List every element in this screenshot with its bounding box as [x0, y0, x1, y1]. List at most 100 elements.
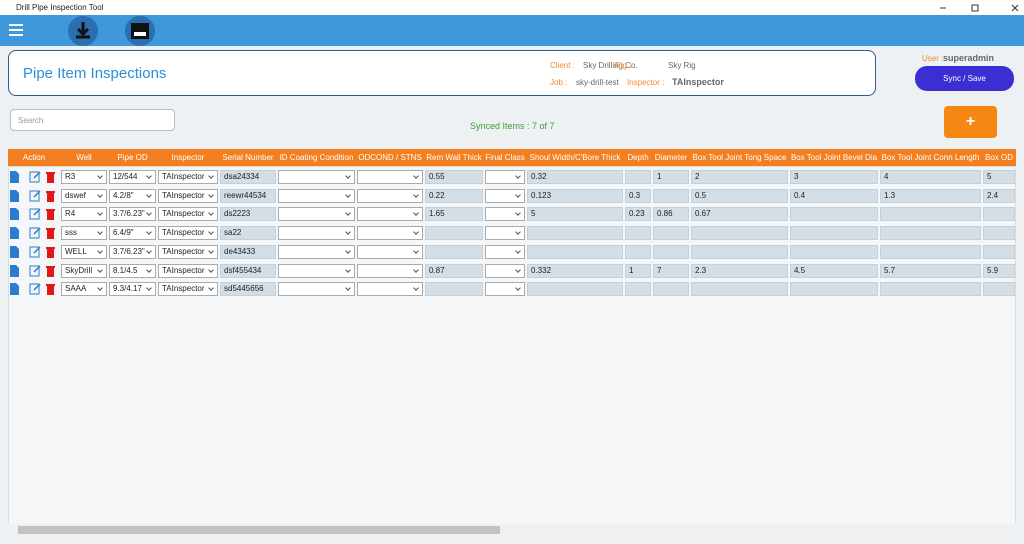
dropdown-cell[interactable]: [357, 207, 423, 222]
text-cell[interactable]: 2.3: [691, 263, 788, 278]
text-cell[interactable]: 0.3: [625, 188, 651, 203]
text-cell[interactable]: 4: [880, 170, 981, 184]
dropdown-cell[interactable]: [485, 188, 525, 203]
dropdown-cell[interactable]: TAInspector: [158, 207, 218, 222]
dropdown-cell[interactable]: [278, 188, 355, 203]
row-actions[interactable]: [9, 264, 59, 278]
text-cell[interactable]: 1.3: [880, 188, 981, 203]
text-cell[interactable]: 1: [625, 263, 651, 278]
text-cell[interactable]: [983, 244, 1015, 259]
dropdown-cell[interactable]: R4: [61, 207, 107, 222]
row-actions[interactable]: [9, 207, 59, 221]
text-cell[interactable]: sa22: [220, 226, 276, 241]
dropdown-cell[interactable]: 6.4/9": [109, 226, 156, 241]
dropdown-cell[interactable]: 3.7/6.23": [109, 244, 156, 259]
text-cell[interactable]: [625, 282, 651, 297]
dropdown-cell[interactable]: [278, 244, 355, 259]
sync-button[interactable]: Sync / Save: [915, 66, 1014, 91]
dropdown-cell[interactable]: WELL: [61, 244, 107, 259]
dropdown-cell[interactable]: [485, 244, 525, 259]
dropdown-cell[interactable]: R3: [61, 170, 107, 184]
text-cell[interactable]: 1: [653, 170, 689, 184]
dropdown-cell[interactable]: SAAA: [61, 282, 107, 297]
text-cell[interactable]: [625, 226, 651, 241]
text-cell[interactable]: [790, 226, 878, 241]
text-cell[interactable]: 5: [983, 170, 1015, 184]
text-cell[interactable]: 0.23: [625, 207, 651, 222]
text-cell[interactable]: 0.87: [425, 263, 483, 278]
text-cell[interactable]: [983, 282, 1015, 297]
text-cell[interactable]: [790, 282, 878, 297]
dropdown-cell[interactable]: sss: [61, 226, 107, 241]
row-actions[interactable]: [9, 226, 59, 240]
dropdown-cell[interactable]: SkyDrill: [61, 263, 107, 278]
text-cell[interactable]: [653, 244, 689, 259]
dropdown-cell[interactable]: 3.7/6.23": [109, 207, 156, 222]
scrollbar[interactable]: [8, 524, 1016, 536]
text-cell[interactable]: [527, 282, 623, 297]
text-cell[interactable]: [425, 282, 483, 297]
text-cell[interactable]: sd5445656: [220, 282, 276, 297]
text-cell[interactable]: [625, 244, 651, 259]
dropdown-cell[interactable]: TAInspector: [158, 244, 218, 259]
dropdown-cell[interactable]: [485, 263, 525, 278]
text-cell[interactable]: 1.65: [425, 207, 483, 222]
text-cell[interactable]: [790, 244, 878, 259]
text-cell[interactable]: [691, 282, 788, 297]
dropdown-cell[interactable]: [357, 282, 423, 297]
dropdown-cell[interactable]: [278, 263, 355, 278]
text-cell[interactable]: 5: [527, 207, 623, 222]
dropdown-cell[interactable]: [485, 226, 525, 241]
dropdown-cell[interactable]: 4.2/8": [109, 188, 156, 203]
text-cell[interactable]: 0.55: [425, 170, 483, 184]
text-cell[interactable]: 5.9: [983, 263, 1015, 278]
row-actions[interactable]: [9, 282, 59, 296]
text-cell[interactable]: [425, 244, 483, 259]
text-cell[interactable]: [691, 244, 788, 259]
text-cell[interactable]: [425, 226, 483, 241]
text-cell[interactable]: ds2223: [220, 207, 276, 222]
dropdown-cell[interactable]: [357, 263, 423, 278]
dropdown-cell[interactable]: TAInspector: [158, 263, 218, 278]
dropdown-cell[interactable]: [278, 170, 355, 184]
dropdown-cell[interactable]: TAInspector: [158, 282, 218, 297]
menu-button[interactable]: [9, 24, 23, 36]
window-controls[interactable]: [930, 2, 1024, 14]
dropdown-cell[interactable]: [278, 226, 355, 241]
dropdown-cell[interactable]: [357, 226, 423, 241]
row-actions[interactable]: [9, 245, 59, 259]
text-cell[interactable]: [983, 207, 1015, 222]
dropdown-cell[interactable]: TAInspector: [158, 188, 218, 203]
search-input[interactable]: Search: [10, 109, 175, 131]
text-cell[interactable]: 7: [653, 263, 689, 278]
text-cell[interactable]: 4.5: [790, 263, 878, 278]
row-actions[interactable]: [9, 170, 59, 184]
text-cell[interactable]: [527, 226, 623, 241]
dropdown-cell[interactable]: dswef: [61, 188, 107, 203]
text-cell[interactable]: [790, 207, 878, 222]
text-cell[interactable]: de43433: [220, 244, 276, 259]
text-cell[interactable]: dsf455434: [220, 263, 276, 278]
row-actions[interactable]: [9, 189, 59, 203]
dropdown-cell[interactable]: [485, 170, 525, 184]
text-cell[interactable]: 0.123: [527, 188, 623, 203]
dropdown-cell[interactable]: 8.1/4.5: [109, 263, 156, 278]
text-cell[interactable]: [653, 226, 689, 241]
text-cell[interactable]: 0.22: [425, 188, 483, 203]
dropdown-cell[interactable]: 9.3/4.17: [109, 282, 156, 297]
text-cell[interactable]: dsa24334: [220, 170, 276, 184]
text-cell[interactable]: 5.7: [880, 263, 981, 278]
dropdown-cell[interactable]: [278, 282, 355, 297]
dropdown-cell[interactable]: 12/544: [109, 170, 156, 184]
text-cell[interactable]: 2.4: [983, 188, 1015, 203]
text-cell[interactable]: [880, 207, 981, 222]
text-cell[interactable]: 0.5: [691, 188, 788, 203]
dropdown-cell[interactable]: [357, 170, 423, 184]
text-cell[interactable]: 0.86: [653, 207, 689, 222]
text-cell[interactable]: [880, 244, 981, 259]
toolbar-icons[interactable]: [66, 16, 166, 46]
text-cell[interactable]: 0.32: [527, 170, 623, 184]
text-cell[interactable]: [527, 244, 623, 259]
text-cell[interactable]: [625, 170, 651, 184]
dropdown-cell[interactable]: TAInspector: [158, 226, 218, 241]
